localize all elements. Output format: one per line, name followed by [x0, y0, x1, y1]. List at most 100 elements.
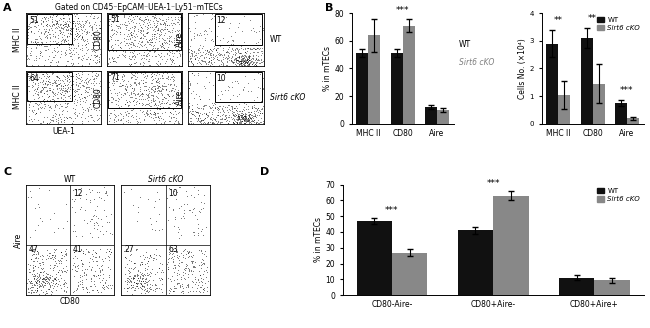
- Point: [150, 97, 160, 103]
- Point: [143, 86, 153, 91]
- Point: [58, 93, 69, 98]
- Point: [28, 109, 38, 114]
- Point: [195, 97, 205, 102]
- Point: [85, 77, 96, 82]
- Point: [30, 206, 40, 211]
- Point: [207, 109, 217, 114]
- Point: [243, 58, 254, 63]
- Point: [124, 269, 135, 274]
- Point: [64, 28, 75, 33]
- Point: [71, 287, 81, 293]
- Point: [159, 27, 169, 32]
- Point: [152, 285, 162, 291]
- Point: [53, 82, 64, 87]
- Point: [69, 88, 79, 93]
- Point: [40, 44, 51, 49]
- Point: [252, 118, 263, 123]
- Point: [87, 24, 98, 29]
- Point: [21, 15, 32, 20]
- Point: [73, 71, 83, 76]
- Point: [48, 256, 58, 262]
- Point: [167, 248, 177, 253]
- Point: [129, 69, 139, 74]
- Point: [87, 256, 98, 261]
- Point: [66, 34, 77, 39]
- Point: [200, 28, 210, 33]
- Point: [104, 219, 114, 225]
- Point: [246, 57, 256, 62]
- Point: [198, 117, 208, 122]
- Point: [155, 43, 165, 48]
- Point: [118, 73, 129, 79]
- Point: [122, 41, 133, 46]
- Point: [133, 267, 144, 273]
- Point: [34, 260, 44, 265]
- Point: [177, 253, 188, 258]
- Point: [133, 205, 143, 210]
- Point: [213, 105, 224, 111]
- Point: [187, 51, 198, 57]
- Point: [223, 121, 233, 126]
- Point: [61, 270, 72, 275]
- Point: [157, 41, 168, 46]
- Point: [24, 73, 34, 78]
- Point: [125, 50, 135, 55]
- Point: [245, 112, 255, 117]
- Point: [42, 121, 52, 126]
- Point: [157, 75, 167, 80]
- Point: [70, 80, 81, 85]
- Point: [52, 63, 62, 68]
- Point: [31, 279, 41, 284]
- Point: [77, 77, 87, 82]
- Point: [132, 218, 142, 224]
- Point: [28, 265, 38, 271]
- Point: [164, 185, 174, 190]
- Point: [68, 105, 79, 111]
- Point: [227, 104, 237, 109]
- Point: [130, 34, 140, 40]
- Point: [80, 18, 90, 23]
- Point: [193, 282, 203, 287]
- Point: [113, 113, 124, 118]
- Point: [243, 46, 254, 51]
- Point: [169, 288, 179, 294]
- Point: [51, 96, 62, 101]
- Point: [142, 51, 153, 56]
- Point: [130, 260, 140, 265]
- Point: [233, 50, 243, 55]
- Point: [37, 276, 47, 281]
- Point: [72, 100, 83, 105]
- Point: [23, 78, 34, 83]
- Point: [28, 83, 38, 89]
- Point: [130, 24, 140, 30]
- Point: [132, 74, 142, 80]
- Point: [74, 33, 85, 39]
- Point: [151, 93, 161, 98]
- Point: [218, 109, 228, 114]
- Point: [212, 50, 222, 55]
- Point: [36, 49, 46, 54]
- Point: [240, 121, 250, 126]
- Point: [216, 116, 226, 121]
- Point: [255, 57, 266, 63]
- Point: [234, 116, 244, 121]
- Point: [226, 48, 237, 53]
- Point: [168, 207, 179, 213]
- Point: [196, 32, 206, 37]
- Point: [83, 41, 94, 46]
- Point: [229, 61, 240, 66]
- Point: [136, 34, 146, 40]
- Point: [136, 280, 146, 286]
- Text: 10: 10: [168, 189, 178, 198]
- Point: [136, 281, 147, 286]
- Point: [179, 276, 190, 281]
- Point: [51, 25, 62, 30]
- Point: [130, 273, 140, 278]
- Point: [147, 282, 157, 287]
- Point: [39, 96, 49, 102]
- Point: [175, 283, 185, 288]
- Point: [180, 256, 190, 261]
- Point: [185, 53, 196, 59]
- Point: [152, 110, 162, 115]
- Point: [70, 33, 81, 38]
